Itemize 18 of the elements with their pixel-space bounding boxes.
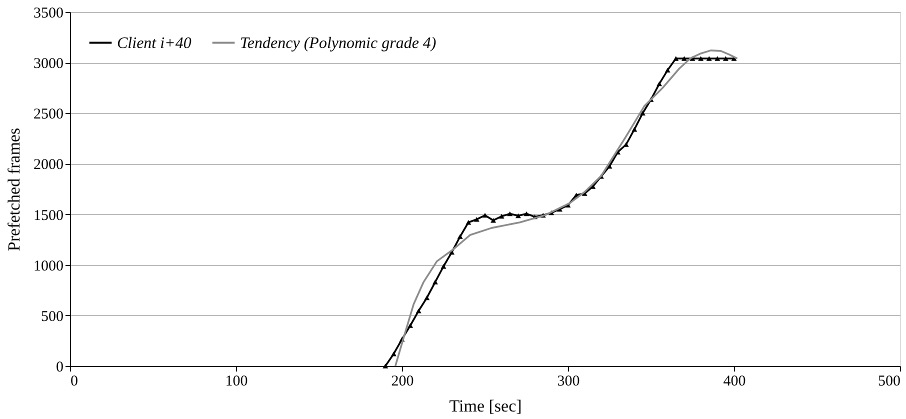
x-tick-label: 0: [70, 374, 78, 390]
y-tick-label: 3000: [34, 56, 64, 72]
legend-label: Client i+40: [117, 34, 192, 52]
y-tick-label: 2000: [34, 157, 64, 174]
y-tick-label: 500: [41, 308, 64, 325]
x-tick-label: 400: [723, 374, 746, 390]
y-tick-label: 1000: [34, 258, 64, 274]
x-axis-title: Time [sec]: [449, 396, 522, 416]
y-axis-title: Prefetched frames: [4, 128, 24, 252]
x-tick-label: 200: [391, 374, 414, 390]
x-tick-label: 500: [878, 374, 900, 390]
y-tick-label: 1500: [34, 208, 64, 224]
x-tick-label: 100: [225, 374, 248, 390]
x-tick-label: 300: [557, 374, 580, 390]
y-tick-label: 0: [56, 360, 64, 376]
legend-label: Tendency (Polynomic grade 4): [240, 34, 436, 52]
y-tick-label: 3500: [34, 6, 64, 22]
y-tick-label: 2500: [34, 106, 64, 123]
